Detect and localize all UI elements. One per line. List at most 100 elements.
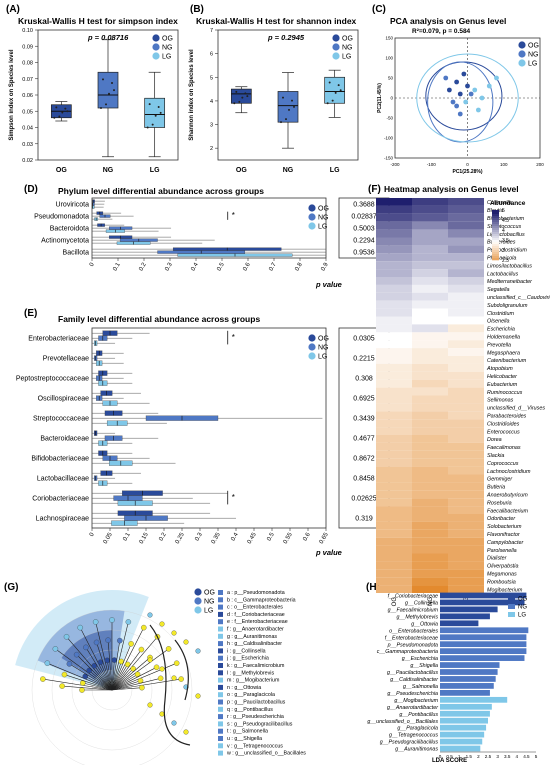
data-point bbox=[238, 100, 241, 103]
c-legend-dot-lg bbox=[518, 59, 526, 67]
heatmap-cell bbox=[448, 300, 484, 309]
heatmap-cell bbox=[412, 371, 448, 380]
heatmap-cell bbox=[448, 324, 484, 333]
y-tick-label: 7 bbox=[210, 28, 213, 34]
data-point bbox=[102, 78, 104, 81]
tree-branch bbox=[85, 647, 113, 691]
heatmap-cell bbox=[448, 395, 484, 404]
box-lg bbox=[144, 97, 166, 128]
b-legend-label-og: OG bbox=[342, 36, 353, 43]
p-value: 0.5003 bbox=[353, 226, 375, 233]
lda-bar-ng bbox=[440, 669, 498, 675]
g-legend-dot-ng bbox=[194, 597, 202, 605]
heatmap-cell bbox=[376, 308, 412, 317]
heatmap-cell bbox=[412, 474, 448, 483]
row-label: Roseburia bbox=[487, 500, 512, 506]
clade-legend-label: t : g__Salmonella bbox=[227, 729, 268, 735]
lda-bar-og bbox=[440, 613, 490, 620]
data-point bbox=[241, 96, 244, 99]
sample-point-ng bbox=[450, 99, 456, 105]
clade-legend-swatch bbox=[218, 597, 223, 603]
data-point bbox=[151, 123, 154, 126]
sample-point-og bbox=[465, 83, 470, 89]
x-tick-label: 0.8 bbox=[294, 261, 304, 272]
heatmap-cell bbox=[412, 356, 448, 364]
c-legend-dot-og bbox=[518, 41, 526, 49]
heatmap-cell bbox=[448, 411, 484, 420]
heatmap-cell bbox=[412, 277, 448, 285]
sample-point-ng bbox=[457, 111, 463, 117]
heatmap-cell bbox=[448, 269, 484, 277]
heatmap-cell bbox=[448, 198, 484, 206]
heatmap-cell bbox=[376, 474, 412, 483]
data-point bbox=[108, 92, 110, 95]
lda-bar-lg bbox=[440, 731, 485, 738]
d-legend-label-og: OG bbox=[318, 206, 329, 213]
clade-node bbox=[59, 683, 65, 689]
row-label: Olsenella bbox=[487, 319, 509, 325]
heatmap-cell bbox=[376, 435, 412, 443]
heatmap-cell bbox=[376, 229, 412, 238]
heatmap-cell bbox=[412, 213, 448, 222]
heatmap-cell bbox=[448, 284, 484, 293]
x-tick-label: 0.5 bbox=[216, 261, 226, 272]
lda-bar-ng bbox=[440, 662, 500, 668]
panel-c-label: (C) bbox=[372, 4, 386, 15]
legend-gradient-step bbox=[492, 214, 499, 217]
clade-legend-label: n : g__Ottowia bbox=[227, 685, 261, 691]
row-label: Solobacterium bbox=[487, 524, 522, 530]
panel-e-title: Family level differential abundance acro… bbox=[58, 314, 260, 324]
clade-node bbox=[86, 667, 92, 674]
heatmap-cell bbox=[376, 466, 412, 475]
heatmap-cell bbox=[412, 442, 448, 451]
heatmap-cell bbox=[412, 198, 448, 206]
heatmap-cell bbox=[376, 332, 412, 341]
y-tick-label: 0.04 bbox=[22, 126, 33, 132]
row-label: Faecalibacterium bbox=[487, 508, 529, 514]
tree-branch bbox=[100, 662, 113, 691]
row-label: Holdemanella bbox=[487, 334, 520, 340]
x-tick-label: NG bbox=[283, 167, 294, 174]
row-label: Peptoclostridium bbox=[487, 248, 527, 254]
clade-node bbox=[183, 639, 189, 645]
tree-branch bbox=[85, 676, 113, 691]
x-tick-label: 0.35 bbox=[211, 531, 222, 545]
clade-legend-label: w : g__unclassified_o__Bacillales bbox=[227, 751, 306, 757]
x-tick-label: 0 bbox=[439, 754, 442, 759]
tree-branch bbox=[111, 678, 161, 691]
heatmap-cell bbox=[376, 371, 412, 380]
legend-gradient-step bbox=[492, 244, 499, 247]
heatmap-cell bbox=[448, 363, 484, 372]
y-tick-label: 4 bbox=[210, 99, 213, 105]
data-point bbox=[55, 106, 58, 109]
legend-gradient-step bbox=[492, 226, 499, 229]
data-point bbox=[53, 116, 56, 119]
x-tick-label: 1 bbox=[458, 754, 461, 759]
b-legend-label-lg: LG bbox=[342, 54, 351, 61]
legend-gradient-step bbox=[492, 242, 499, 245]
heatmap-cell bbox=[412, 506, 448, 514]
x-tick-label: 2.5 bbox=[485, 754, 492, 759]
tree-branch bbox=[111, 648, 169, 691]
lda-bar-og bbox=[440, 606, 498, 613]
x-tick-label: NG bbox=[103, 167, 114, 174]
clade-highlight-wedge bbox=[61, 630, 112, 680]
panel-e-pcol: p value bbox=[315, 548, 342, 557]
lda-bar-ng bbox=[440, 683, 494, 689]
data-point bbox=[154, 114, 157, 117]
b-legend-dot-og bbox=[332, 34, 340, 42]
heatmap-cell bbox=[448, 237, 484, 246]
heatmap-cell bbox=[448, 514, 484, 522]
tree-branch bbox=[42, 678, 113, 691]
clade-legend-swatch bbox=[218, 728, 223, 734]
x-tick-label: 0.6 bbox=[302, 531, 312, 542]
heatmap-cell bbox=[412, 316, 448, 325]
y-tick-label: 3 bbox=[210, 123, 213, 129]
legend-gradient-step bbox=[492, 224, 499, 227]
y-tick-label: -150 bbox=[384, 156, 394, 161]
heatmap-cell bbox=[376, 561, 412, 570]
lda-legend-label-ng: NG bbox=[518, 605, 527, 611]
row-label: Odoribacter bbox=[487, 516, 515, 522]
heatmap-cell bbox=[412, 411, 448, 420]
clade-node bbox=[153, 664, 160, 671]
